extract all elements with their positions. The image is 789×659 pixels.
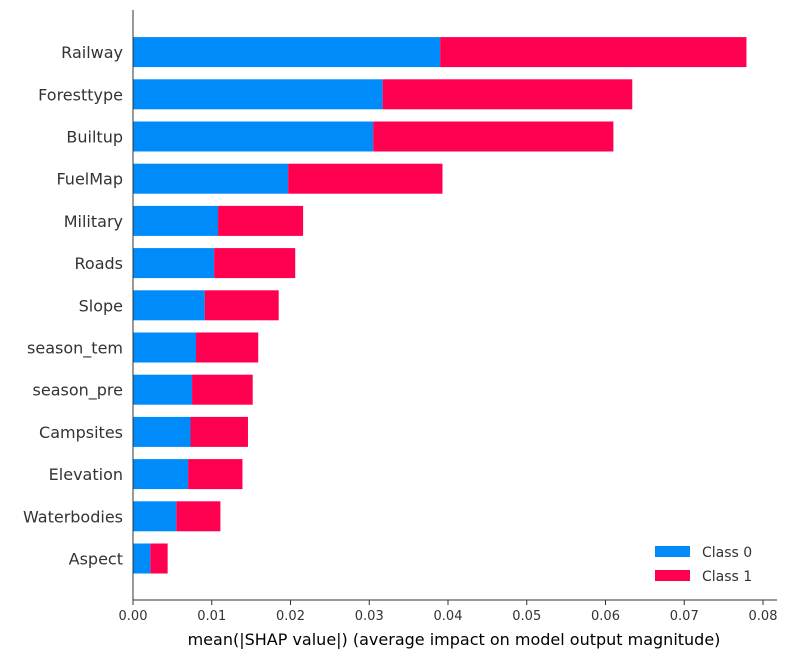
bar-roads-class-1 xyxy=(214,248,296,279)
x-tick-label: 0.00 xyxy=(119,609,148,624)
bar-railway-class-1 xyxy=(440,37,747,68)
x-tick-label: 0.05 xyxy=(512,609,541,624)
bar-foresttype-class-1 xyxy=(382,79,633,110)
category-label-campsites: Campsites xyxy=(39,423,123,442)
bar-military-class-0 xyxy=(133,205,219,236)
legend-label-class-0: Class 0 xyxy=(702,545,752,561)
bar-builtup-class-0 xyxy=(133,121,374,152)
category-label-roads: Roads xyxy=(75,254,123,273)
bar-season-tem-class-1 xyxy=(196,332,259,363)
bar-railway-class-0 xyxy=(133,37,441,68)
bar-aspect-class-1 xyxy=(150,543,168,574)
bar-fuelmap-class-1 xyxy=(288,163,443,194)
legend-swatch-class-1 xyxy=(655,570,690,581)
category-label-railway: Railway xyxy=(61,43,123,62)
x-tick-label: 0.03 xyxy=(355,609,384,624)
bar-aspect-class-0 xyxy=(133,543,151,574)
x-ticks: 0.00 0.01 0.02 0.03 0.04 0.05 0.06 0.07 0.08 xyxy=(119,600,778,624)
legend-label-class-1: Class 1 xyxy=(702,569,752,585)
x-tick-label: 0.04 xyxy=(434,609,463,624)
category-label-slope: Slope xyxy=(79,296,123,315)
x-axis-title: mean(|SHAP value|) (average impact on mo… xyxy=(188,630,721,649)
bar-campsites-class-0 xyxy=(133,416,191,447)
x-tick-label: 0.07 xyxy=(670,609,699,624)
bar-elevation-class-0 xyxy=(133,459,189,490)
category-label-season-tem: season_tem xyxy=(27,339,123,359)
bar-season-tem-class-0 xyxy=(133,332,196,363)
bar-season-pre-class-1 xyxy=(192,374,253,405)
category-label-elevation: Elevation xyxy=(49,465,123,484)
bar-waterbodies-class-0 xyxy=(133,501,177,532)
bar-fuelmap-class-0 xyxy=(133,163,289,194)
category-label-aspect: Aspect xyxy=(69,550,123,569)
bars-group xyxy=(133,37,747,574)
x-tick-label: 0.06 xyxy=(591,609,620,624)
bar-campsites-class-1 xyxy=(190,416,248,447)
bar-season-pre-class-0 xyxy=(133,374,193,405)
bar-builtup-class-1 xyxy=(373,121,614,152)
bar-foresttype-class-0 xyxy=(133,79,383,110)
legend-swatch-class-0 xyxy=(655,546,690,557)
category-label-military: Military xyxy=(64,212,123,231)
category-label-builtup: Builtup xyxy=(66,128,123,147)
category-label-foresttype: Foresttype xyxy=(38,85,123,104)
x-tick-label: 0.01 xyxy=(197,609,226,624)
category-labels: Railway Foresttype Builtup FuelMap Military R… xyxy=(23,43,123,568)
bar-military-class-1 xyxy=(218,205,304,236)
category-label-waterbodies: Waterbodies xyxy=(23,507,123,526)
category-label-fuelmap: FuelMap xyxy=(56,170,123,189)
bar-roads-class-0 xyxy=(133,248,215,279)
bar-slope-class-0 xyxy=(133,290,205,321)
bar-slope-class-1 xyxy=(204,290,279,321)
category-label-season-pre: season_pre xyxy=(33,381,123,401)
x-tick-label: 0.02 xyxy=(276,609,305,624)
bar-elevation-class-1 xyxy=(188,459,243,490)
bar-waterbodies-class-1 xyxy=(176,501,221,532)
x-tick-label: 0.08 xyxy=(749,609,778,624)
legend: Class 0 Class 1 xyxy=(655,545,752,585)
